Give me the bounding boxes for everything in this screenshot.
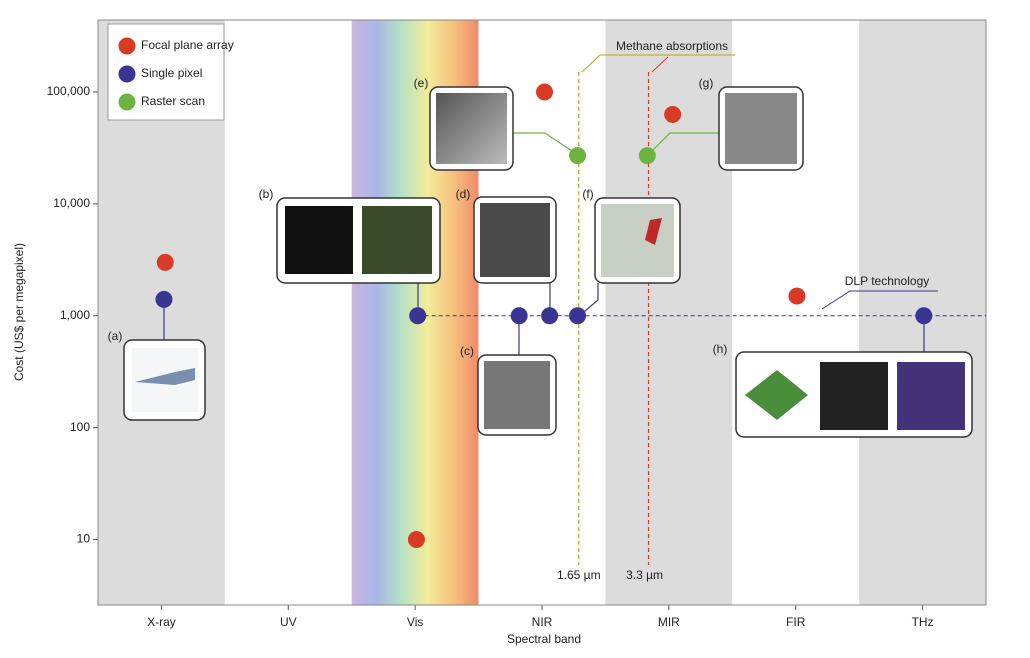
point [156,253,174,271]
annotation-arrow [821,290,938,310]
point [409,307,427,325]
point [915,307,933,325]
point [407,531,425,549]
panel-label: (d) [456,187,471,201]
plot-frame [97,19,987,606]
y-tick-label: 10 [77,532,91,546]
inset-icon [645,218,662,245]
bands [98,20,986,605]
legend-label: Raster scan [141,94,205,108]
connector [513,132,579,156]
annotation-arrow [581,54,735,73]
point [510,307,528,325]
point [536,83,554,101]
annotation-arrow [651,56,669,73]
y-axis-label: Cost (US$ per megapixel) [12,243,26,381]
annotation: Methane absorptions [616,39,728,53]
x-tick-label: Vis [407,615,423,629]
legend-label: Focal plane array [141,38,234,52]
x-tick-label: UV [280,615,297,629]
point [569,147,587,165]
y-tick-label: 100,000 [47,84,91,98]
inset-image [484,361,550,429]
inset-image [285,206,353,274]
inset-image [897,362,965,430]
inset-image [820,362,888,430]
y-tick-label: 100 [70,420,90,434]
point [638,147,656,165]
panel-label: (c) [460,344,474,358]
panel-label: (g) [699,76,714,90]
inset-image [362,206,432,274]
x-tick-label: THz [912,615,934,629]
x-axis-label: Spectral band [507,632,581,646]
y-tick-label: 1,000 [60,308,90,322]
panel-label: (a) [108,329,123,343]
point [541,307,559,325]
band [224,20,352,605]
connector [647,132,719,156]
inset-image [725,93,797,164]
panel-label: (h) [713,342,728,356]
point [788,287,806,305]
legend-marker [118,93,136,111]
inset-icon [745,370,808,420]
annotation: DLP technology [845,274,930,288]
inset-image [601,204,674,277]
point [155,290,173,308]
vline-label: 3.3 µm [626,568,663,582]
panel-label: (f) [582,187,593,201]
legend-marker [118,65,136,83]
x-tick-label: FIR [786,615,806,629]
point [664,105,682,123]
x-tick-label: MIR [658,615,680,629]
inset-icon [135,368,195,385]
legend-marker [118,37,136,55]
inset-image [480,203,550,277]
panel-label: (b) [259,187,274,201]
legend-label: Single pixel [141,66,202,80]
y-tick-label: 10,000 [53,196,90,210]
point [569,307,587,325]
x-tick-label: NIR [532,615,553,629]
vline-label: 1.65 µm [557,568,601,582]
inset-image [436,93,507,164]
x-tick-label: X-ray [147,615,176,629]
panel-label: (e) [414,76,429,90]
